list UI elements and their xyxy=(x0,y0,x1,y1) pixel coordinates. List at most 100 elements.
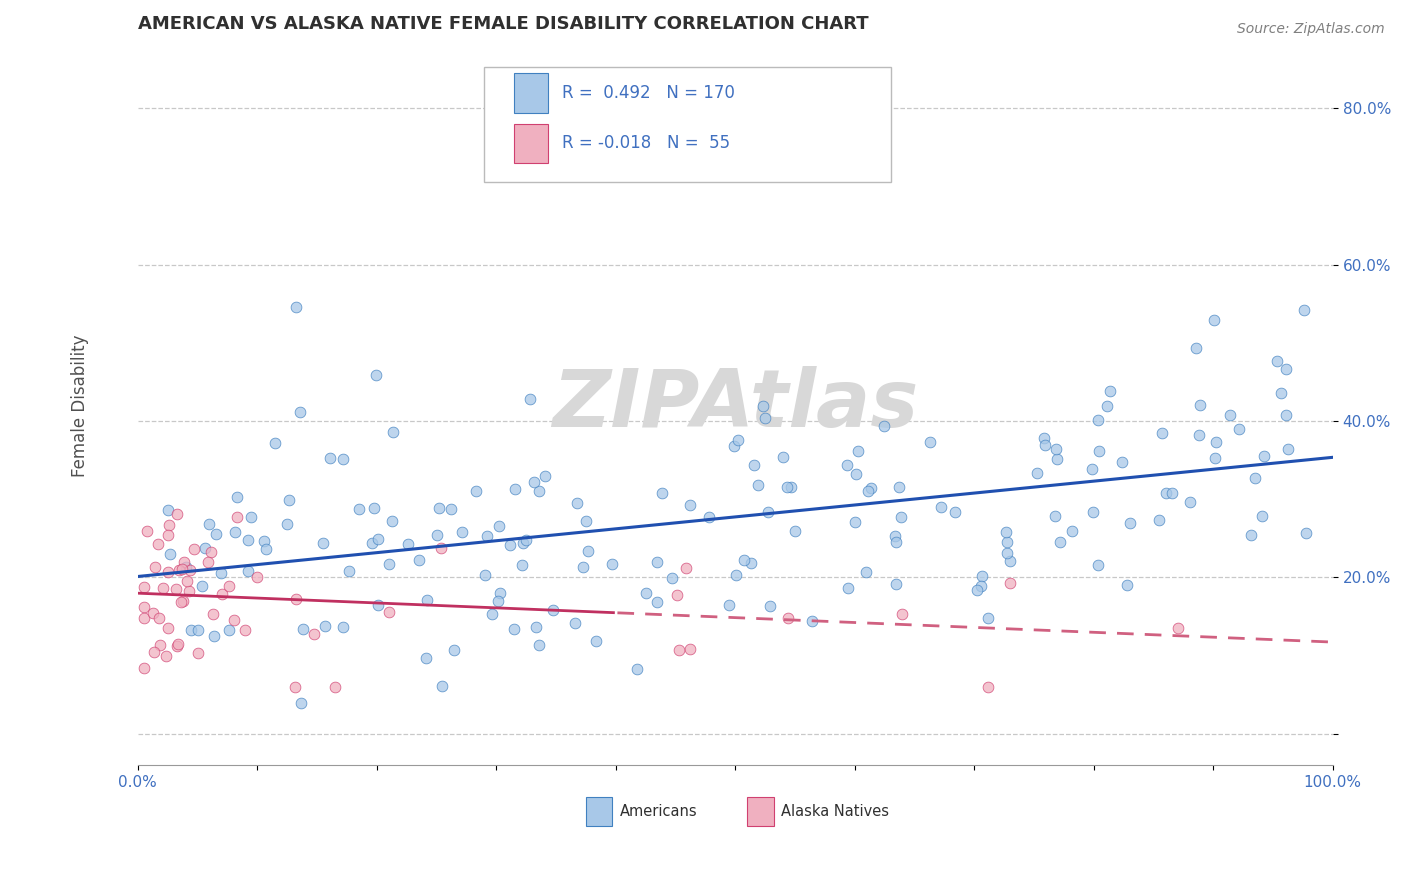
Point xyxy=(450,524,472,539)
Point xyxy=(1087,443,1109,458)
Point xyxy=(801,614,824,628)
Point xyxy=(474,567,496,582)
Point xyxy=(1295,526,1317,541)
Point xyxy=(576,543,599,558)
Text: Alaska Natives: Alaska Natives xyxy=(780,805,889,820)
Point xyxy=(541,603,564,617)
Point xyxy=(240,509,263,524)
Point xyxy=(1202,313,1225,327)
Point xyxy=(626,662,648,676)
Point xyxy=(1049,534,1071,549)
Point xyxy=(1189,398,1212,412)
Point xyxy=(148,537,170,551)
Point xyxy=(844,515,866,529)
Point xyxy=(1026,466,1049,480)
Text: R =  0.492   N = 170: R = 0.492 N = 170 xyxy=(562,84,735,102)
Point xyxy=(883,528,905,542)
Point xyxy=(429,541,451,555)
Point xyxy=(718,598,741,612)
Point xyxy=(172,562,194,576)
Point xyxy=(198,517,221,532)
Point xyxy=(772,450,794,464)
Point xyxy=(363,500,385,515)
Point xyxy=(1115,578,1137,592)
Point xyxy=(204,527,226,541)
Point xyxy=(209,566,232,581)
Point xyxy=(332,620,354,634)
Point xyxy=(290,696,312,710)
FancyBboxPatch shape xyxy=(485,67,890,182)
Point xyxy=(440,502,463,516)
Point xyxy=(290,404,312,418)
Point xyxy=(519,392,541,406)
Point xyxy=(1240,527,1263,541)
Point xyxy=(364,368,387,383)
Point xyxy=(1250,509,1272,524)
Point xyxy=(966,582,988,597)
Point xyxy=(318,450,340,465)
Point xyxy=(173,555,195,569)
Point xyxy=(276,517,298,532)
Point xyxy=(179,563,201,577)
Point xyxy=(157,566,180,580)
Point xyxy=(1045,442,1067,456)
Point xyxy=(1080,462,1102,476)
Point xyxy=(918,434,941,449)
Point xyxy=(382,425,405,439)
Point xyxy=(754,410,776,425)
Point xyxy=(503,622,526,636)
Point xyxy=(132,600,155,615)
Point xyxy=(416,592,439,607)
Point xyxy=(1060,524,1083,538)
Point xyxy=(779,480,801,494)
Point xyxy=(1083,505,1105,519)
Point xyxy=(1087,558,1109,572)
Point xyxy=(1045,508,1067,523)
Point xyxy=(572,560,595,574)
Point xyxy=(337,565,360,579)
Point xyxy=(172,594,194,608)
Point xyxy=(159,547,181,561)
Text: R = -0.018   N =  55: R = -0.018 N = 55 xyxy=(562,135,730,153)
Point xyxy=(884,576,907,591)
Point xyxy=(995,546,1018,560)
Point xyxy=(697,510,720,524)
Point xyxy=(970,579,993,593)
Point xyxy=(1188,427,1211,442)
FancyBboxPatch shape xyxy=(515,123,548,163)
Point xyxy=(156,621,179,635)
Point xyxy=(226,510,249,524)
Point xyxy=(132,580,155,594)
Point xyxy=(157,528,180,542)
Point xyxy=(1149,513,1171,527)
FancyBboxPatch shape xyxy=(747,797,773,826)
Point xyxy=(1185,341,1208,355)
Point xyxy=(284,680,307,694)
Point xyxy=(785,524,807,538)
Point xyxy=(1277,442,1299,456)
Point xyxy=(884,535,907,549)
Point xyxy=(977,611,1000,625)
Point xyxy=(515,533,537,548)
Point xyxy=(645,595,668,609)
Point xyxy=(1160,486,1182,500)
Point xyxy=(752,399,775,413)
Point xyxy=(510,558,533,573)
Point xyxy=(167,637,190,651)
Point xyxy=(994,524,1017,539)
Point xyxy=(665,588,688,602)
Point xyxy=(486,594,509,608)
Point xyxy=(1204,451,1226,466)
Point xyxy=(236,533,259,547)
Point xyxy=(218,579,240,593)
Point xyxy=(200,545,222,559)
Point xyxy=(727,434,749,448)
Text: AMERICAN VS ALASKA NATIVE FEMALE DISABILITY CORRELATION CHART: AMERICAN VS ALASKA NATIVE FEMALE DISABIL… xyxy=(138,15,869,33)
Point xyxy=(759,599,782,613)
Point xyxy=(222,613,245,627)
Point xyxy=(645,555,668,569)
Point xyxy=(776,479,799,493)
Point xyxy=(254,541,277,556)
Point xyxy=(997,534,1019,549)
Point xyxy=(489,586,512,600)
